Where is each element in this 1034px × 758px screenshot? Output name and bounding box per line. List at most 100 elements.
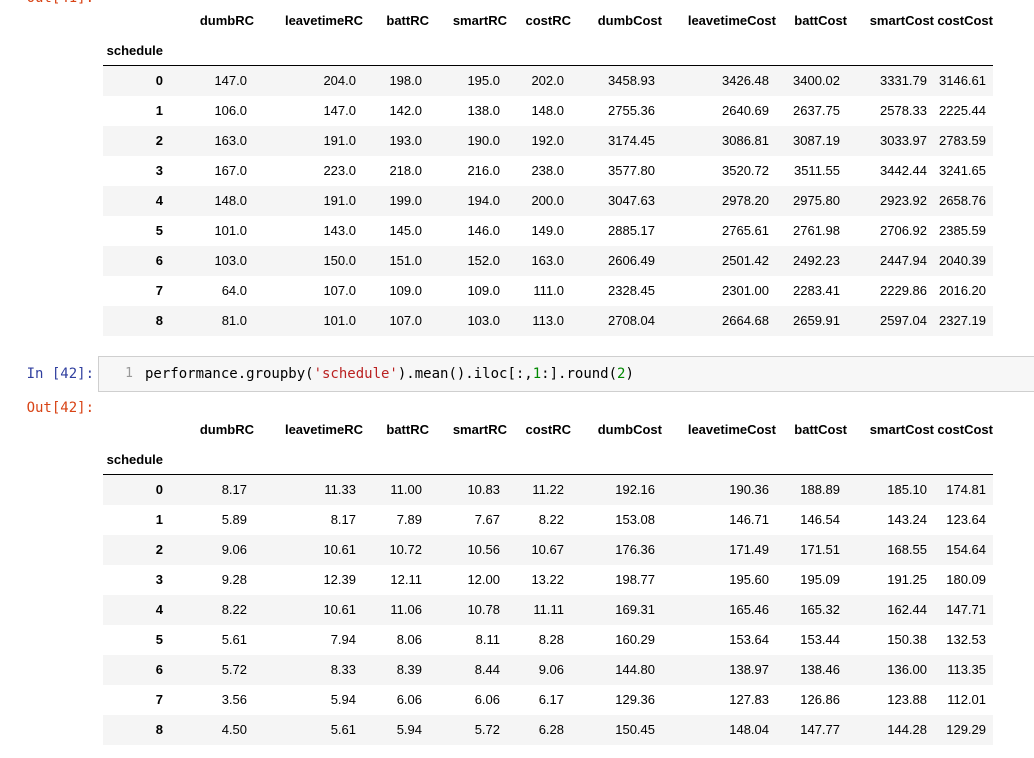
table-cell: 3400.02 <box>793 73 840 89</box>
index-name: schedule <box>106 451 163 467</box>
code-cell-input[interactable]: 1 performance.groupby('schedule').mean()… <box>98 356 1034 392</box>
table-cell: 147.71 <box>946 602 986 617</box>
table-cell: 169.31 <box>615 602 655 617</box>
row-index: 1 <box>155 103 163 118</box>
table-cell: 150.45 <box>615 722 655 737</box>
table-cell: 138.0 <box>467 103 500 118</box>
table-cell: 2606.49 <box>608 253 655 268</box>
table-cell: 2640.69 <box>722 103 769 118</box>
table-row: 3 9.28 12.39 12.11 12.00 13.22 198.77 195.60 195… <box>103 565 993 595</box>
table-cell: 171.49 <box>729 542 769 557</box>
table-cell: 81.0 <box>221 313 247 328</box>
table-row: 5 101.0 143.0 145.0 146.0 149.0 2885.17 2765.61… <box>103 216 993 246</box>
row-index: 3 <box>155 572 163 587</box>
table-cell: 176.36 <box>615 542 655 557</box>
table-cell: 163.0 <box>214 133 247 148</box>
table-cell: 190.0 <box>467 133 500 148</box>
table-cell: 11.33 <box>324 482 356 498</box>
index-name: schedule <box>106 42 163 58</box>
table-cell: 2975.80 <box>793 193 840 208</box>
row-index: 3 <box>155 163 163 178</box>
table-cell: 129.29 <box>946 722 986 737</box>
column-header: costRC <box>525 12 571 28</box>
header-blank <box>507 35 571 66</box>
code-token: performance.groupby( <box>145 366 314 382</box>
row-index: 5 <box>155 223 163 238</box>
table-cell: 204.0 <box>323 73 356 89</box>
table-cell: 2708.04 <box>608 313 655 328</box>
column-header: costRC <box>525 421 571 437</box>
header-blank <box>429 35 507 66</box>
table-cell: 191.25 <box>887 572 927 587</box>
table-cell: 151.0 <box>389 253 422 268</box>
row-index: 6 <box>155 662 163 677</box>
code-token: ).mean().iloc[:, <box>397 366 533 382</box>
table-cell: 6.28 <box>538 722 564 737</box>
table-cell: 3087.19 <box>793 133 840 148</box>
table-cell: 10.67 <box>531 542 564 557</box>
table-cell: 2597.04 <box>880 313 927 328</box>
table-cell: 3047.63 <box>608 193 655 208</box>
table-cell: 8.17 <box>221 482 247 498</box>
table-cell: 199.0 <box>389 193 422 208</box>
column-header: costCost <box>937 12 993 28</box>
table-cell: 113.0 <box>532 313 564 328</box>
table-row: 4 148.0 191.0 199.0 194.0 200.0 3047.63 2978.20… <box>103 185 993 216</box>
header-blank <box>254 35 363 66</box>
index-name-row: schedule <box>103 35 993 66</box>
table-cell: 153.44 <box>800 632 840 647</box>
table-cell: 3511.55 <box>793 163 840 178</box>
table-cell: 2283.41 <box>793 283 840 298</box>
column-header: battRC <box>386 421 429 437</box>
column-header: leavetimeCost <box>687 12 776 28</box>
table-cell: 195.09 <box>800 572 840 587</box>
column-header: dumbCost <box>597 421 662 437</box>
table-cell: 191.0 <box>323 193 356 208</box>
table-cell: 192.16 <box>615 482 655 498</box>
table-cell: 2664.68 <box>722 313 769 328</box>
table-cell: 200.0 <box>531 193 564 208</box>
table-cell: 9.28 <box>221 572 247 587</box>
table-row: 4 8.22 10.61 11.06 10.78 11.11 169.31 165.46 165… <box>103 594 993 625</box>
row-index: 4 <box>155 602 163 617</box>
table-cell: 2637.75 <box>793 103 840 118</box>
table-cell: 5.61 <box>221 632 247 647</box>
table-cell: 12.00 <box>467 572 500 587</box>
table-cell: 3086.81 <box>722 133 769 148</box>
out-prompt-42: Out[42]: <box>26 400 94 416</box>
table-cell: 2301.00 <box>722 283 769 298</box>
column-header: battRC <box>386 12 429 28</box>
table-cell: 8.22 <box>221 602 247 617</box>
dataframe-output-41: dumbRC leavetimeRC battRC smartRC costRC dumb… <box>103 5 993 336</box>
row-index: 8 <box>155 313 163 328</box>
table-cell: 150.0 <box>323 253 356 268</box>
table-cell: 138.97 <box>729 662 769 677</box>
table-cell: 123.88 <box>887 692 927 707</box>
table-cell: 146.71 <box>729 512 769 527</box>
table-row: 3 167.0 223.0 218.0 216.0 238.0 3577.80 3520.72… <box>103 156 993 186</box>
table-cell: 216.0 <box>467 163 500 178</box>
table-cell: 144.80 <box>615 662 655 677</box>
table-row: 5 5.61 7.94 8.06 8.11 8.28 160.29 153.64 153.44 1… <box>103 625 993 655</box>
table-cell: 8.22 <box>538 512 564 527</box>
table-cell: 9.06 <box>538 662 564 677</box>
table-cell: 152.0 <box>467 253 500 268</box>
header-blank <box>662 35 776 66</box>
table-cell: 148.0 <box>531 103 564 118</box>
column-header: smartCost <box>869 12 934 28</box>
table-cell: 123.64 <box>946 512 986 527</box>
header-blank <box>847 444 934 475</box>
table-cell: 147.0 <box>214 73 247 89</box>
table-cell: 144.28 <box>887 722 927 737</box>
header-blank <box>662 444 776 475</box>
table-cell: 149.0 <box>531 223 564 238</box>
table-cell: 163.0 <box>531 253 564 268</box>
table-cell: 218.0 <box>389 163 422 178</box>
table-cell: 2978.20 <box>722 193 769 208</box>
table-cell: 191.0 <box>323 133 356 148</box>
code-line[interactable]: performance.groupby('schedule').mean().i… <box>145 357 634 391</box>
table-row: 7 64.0 107.0 109.0 109.0 111.0 2328.45 2301.00 2… <box>103 276 993 306</box>
column-header: leavetimeRC <box>284 12 363 28</box>
column-header: costCost <box>937 421 993 437</box>
table-cell: 10.72 <box>389 542 422 557</box>
